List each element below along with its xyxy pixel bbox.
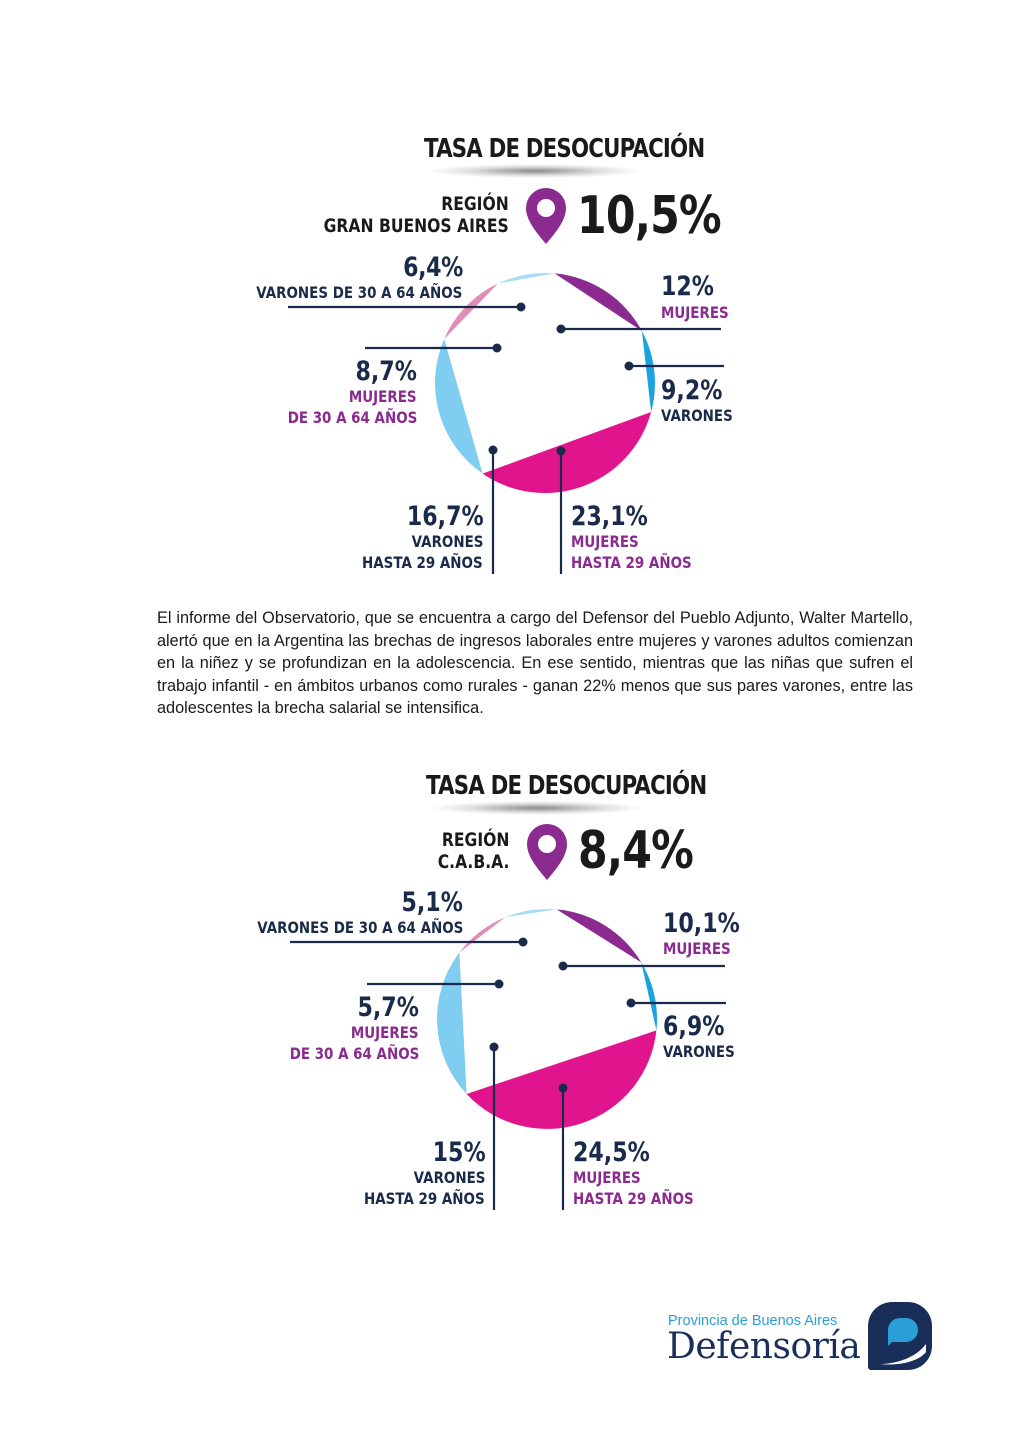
chart2-pie bbox=[437, 908, 657, 1129]
chart2-region-label: REGIÓN C.A.B.A. bbox=[437, 829, 509, 873]
chart2-slice-value-2: 6,9% bbox=[663, 1011, 725, 1042]
chart1-slice-label-3a: MUJERES bbox=[571, 532, 639, 551]
chart1-region-line2: GRAN BUENOS AIRES bbox=[323, 215, 509, 237]
chart1-leader-1-dot bbox=[556, 324, 566, 334]
chart2-total-value: 8,4% bbox=[578, 821, 694, 881]
body-paragraph: El informe del Observatorio, que se encu… bbox=[157, 609, 913, 717]
chart1-pie bbox=[435, 272, 655, 494]
chart1-slice-value-3: 23,1% bbox=[571, 501, 648, 532]
pie1-slice-6 bbox=[498, 272, 555, 284]
chart2-slice-label-5a: MUJERES bbox=[351, 1023, 419, 1042]
chart1-slice-label-6: VARONES DE 30 A 64 AÑOS bbox=[255, 283, 462, 302]
chart1-total-value: 10,5% bbox=[577, 186, 722, 246]
logo-subtitle: Provincia de Buenos Aires bbox=[668, 1313, 838, 1329]
chart2-slice-label-2: VARONES bbox=[663, 1042, 735, 1061]
chart2-slice-label-1: MUJERES bbox=[663, 939, 731, 958]
chart2-slice-label-3a: MUJERES bbox=[573, 1168, 641, 1187]
chart2-leader-3-dot bbox=[558, 1083, 568, 1093]
chart1-leader-2-dot bbox=[624, 361, 634, 371]
chart2-slice-value-1: 10,1% bbox=[663, 908, 740, 939]
chart2-slice-label-4a: VARONES bbox=[413, 1168, 485, 1187]
chart2-title: TASA DE DESOCUPACIÓN bbox=[426, 771, 707, 801]
logo-title: Defensoría bbox=[667, 1326, 861, 1367]
chart1-slice-label-5a: MUJERES bbox=[349, 387, 417, 406]
chart1-slice-value-4: 16,7% bbox=[407, 501, 484, 532]
chart1-slice-label-5b: DE 30 A 64 AÑOS bbox=[287, 408, 417, 427]
chart2-region-line1: REGIÓN bbox=[441, 829, 509, 851]
chart1-leader-3-dot bbox=[556, 446, 566, 456]
chart1-slice-value-1: 12% bbox=[661, 271, 715, 302]
chart1-title: TASA DE DESOCUPACIÓN bbox=[424, 134, 705, 164]
chart2-title-underline bbox=[432, 801, 642, 815]
chart1-slice-value-5: 8,7% bbox=[355, 356, 417, 387]
chart2-slice-label-5b: DE 30 A 64 AÑOS bbox=[289, 1044, 419, 1063]
pie2-slice-2 bbox=[641, 962, 657, 1031]
chart1-leader-6-dot bbox=[516, 302, 526, 312]
pie1-slice-4 bbox=[435, 339, 483, 474]
chart1-slice-label-4a: VARONES bbox=[411, 532, 483, 551]
chart1-region-line1: REGIÓN bbox=[441, 193, 509, 215]
chart2-slice-value-6: 5,1% bbox=[401, 887, 463, 918]
pie2-slice-3 bbox=[466, 1030, 657, 1129]
pie1-slice-3 bbox=[482, 412, 652, 494]
chart2-slice-label-3b: HASTA 29 AÑOS bbox=[573, 1189, 694, 1208]
chart2-leader-5-dot bbox=[494, 979, 504, 989]
chart2-slice-label-6: VARONES DE 30 A 64 AÑOS bbox=[256, 918, 463, 937]
chart2-slice-value-4: 15% bbox=[432, 1137, 486, 1168]
chart1-slice-label-1: MUJERES bbox=[661, 303, 729, 322]
pie1-slice-1 bbox=[554, 273, 642, 331]
pie2-slice-4 bbox=[437, 952, 467, 1094]
pie2-slice-6 bbox=[505, 908, 557, 918]
location-pin-icon bbox=[526, 188, 566, 244]
chart1-leader-5-dot bbox=[492, 343, 502, 353]
pie1-slice-2 bbox=[641, 331, 655, 412]
pie2-slice-1 bbox=[556, 909, 642, 963]
defensoria-logo-icon bbox=[868, 1302, 932, 1370]
location-pin-icon bbox=[527, 824, 567, 880]
chart1-title-underline bbox=[430, 164, 640, 178]
pie1-slice-5 bbox=[444, 283, 498, 339]
chart1-slice-label-4b: HASTA 29 AÑOS bbox=[362, 553, 483, 572]
chart1-slice-value-2: 9,2% bbox=[661, 375, 723, 406]
chart1-slice-label-3b: HASTA 29 AÑOS bbox=[571, 553, 692, 572]
chart1-slice-label-2: VARONES bbox=[661, 406, 733, 425]
chart1-slice-value-6: 6,4% bbox=[403, 252, 463, 283]
chart2-slice-value-3: 24,5% bbox=[573, 1137, 650, 1168]
chart2-leader-6-dot bbox=[518, 937, 528, 947]
leader-lines bbox=[288, 302, 726, 1210]
chart2-leader-4-dot bbox=[489, 1042, 499, 1052]
pie2-slice-5 bbox=[459, 917, 506, 953]
chart2-region-line2: C.A.B.A. bbox=[437, 851, 509, 873]
chart2-leader-1-dot bbox=[558, 961, 568, 971]
chart2-leader-2-dot bbox=[626, 998, 636, 1008]
chart2-slice-label-4b: HASTA 29 AÑOS bbox=[364, 1189, 485, 1208]
chart2-slice-value-5: 5,7% bbox=[357, 992, 419, 1023]
chart1-region-label: REGIÓN GRAN BUENOS AIRES bbox=[324, 193, 509, 237]
chart1-leader-4-dot bbox=[488, 445, 498, 455]
